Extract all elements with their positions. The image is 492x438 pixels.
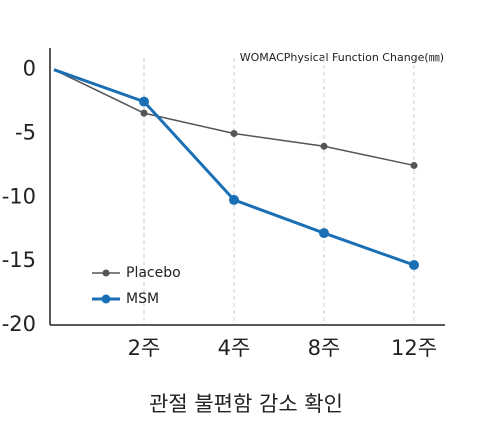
x-tick-label: 2주 (128, 336, 161, 360)
data-point (320, 142, 328, 150)
data-point (319, 228, 329, 239)
x-tick-label: 4주 (218, 336, 251, 360)
y-tick-label: -15 (2, 248, 36, 272)
data-point (409, 260, 419, 271)
legend-marker (101, 294, 111, 304)
data-point (139, 96, 149, 107)
y-tick-label: -20 (2, 312, 36, 336)
legend-label: MSM (126, 291, 159, 307)
x-tick-label: 12주 (391, 336, 437, 360)
legend-label: Placebo (126, 265, 181, 281)
x-tick-label: 8주 (308, 336, 341, 360)
y-tick-label: -5 (15, 121, 36, 145)
data-point (140, 109, 148, 117)
annotation: WOMACPhysical Function Change(㎜) (240, 51, 444, 64)
y-tick-label: 0 (23, 57, 36, 81)
caption: 관절 불편함 감소 확인 (149, 392, 343, 416)
y-tick-label: -10 (2, 184, 36, 208)
data-point (230, 130, 238, 138)
data-point (410, 161, 418, 169)
data-point (229, 194, 239, 205)
legend-marker (102, 269, 110, 277)
